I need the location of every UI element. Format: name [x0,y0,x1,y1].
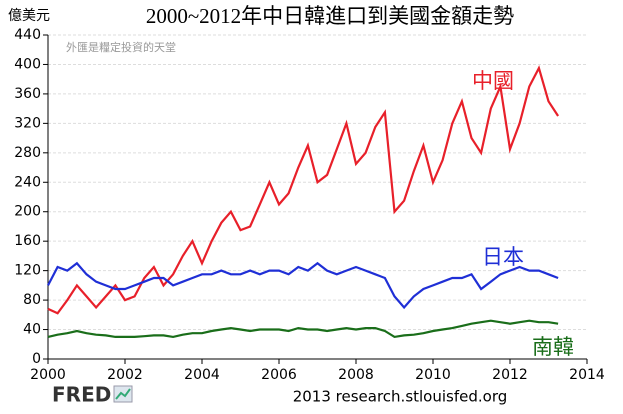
x-tick-label: 2002 [107,367,143,383]
legend-label: 日本 [482,245,524,269]
x-tick-label: 2004 [184,367,220,383]
x-tick-label: 2010 [415,367,451,383]
y-tick-label: 440 [14,27,41,43]
x-tick-label: 2006 [261,367,297,383]
y-tick-label: 80 [23,292,41,308]
x-tick-label: 2012 [492,367,528,383]
legend-label: 南韓 [532,335,574,359]
y-tick-label: 320 [14,115,41,131]
y-tick-label: 200 [14,204,41,220]
line-series [47,65,560,315]
y-tick-label: 0 [32,351,41,367]
x-tick-label: 2008 [338,367,374,383]
x-tick-label: 2014 [569,367,605,383]
y-tick-label: 40 [23,322,41,338]
x-tick-label: 2000 [30,367,66,383]
y-tick-label: 120 [14,263,41,279]
y-tick-label: 240 [14,174,41,190]
y-tick-label: 160 [14,233,41,249]
source: 2013 research.stlouisfed.org [293,388,508,406]
y-tick-label: 400 [14,56,41,72]
y-tick-label: 280 [14,145,41,161]
watermark: 外匯是糧定投資的天堂 [66,40,176,54]
legend-label: 中國 [472,69,514,93]
line-series [47,319,559,339]
logo: FRED [52,383,111,407]
logo-icon [113,385,133,403]
line-series [47,261,559,310]
y-tick-label: 360 [14,86,41,102]
chart-title: 2000~2012年中日韓進口到美國金額走勢 [146,4,514,28]
unit-label: 億美元 [8,8,50,24]
